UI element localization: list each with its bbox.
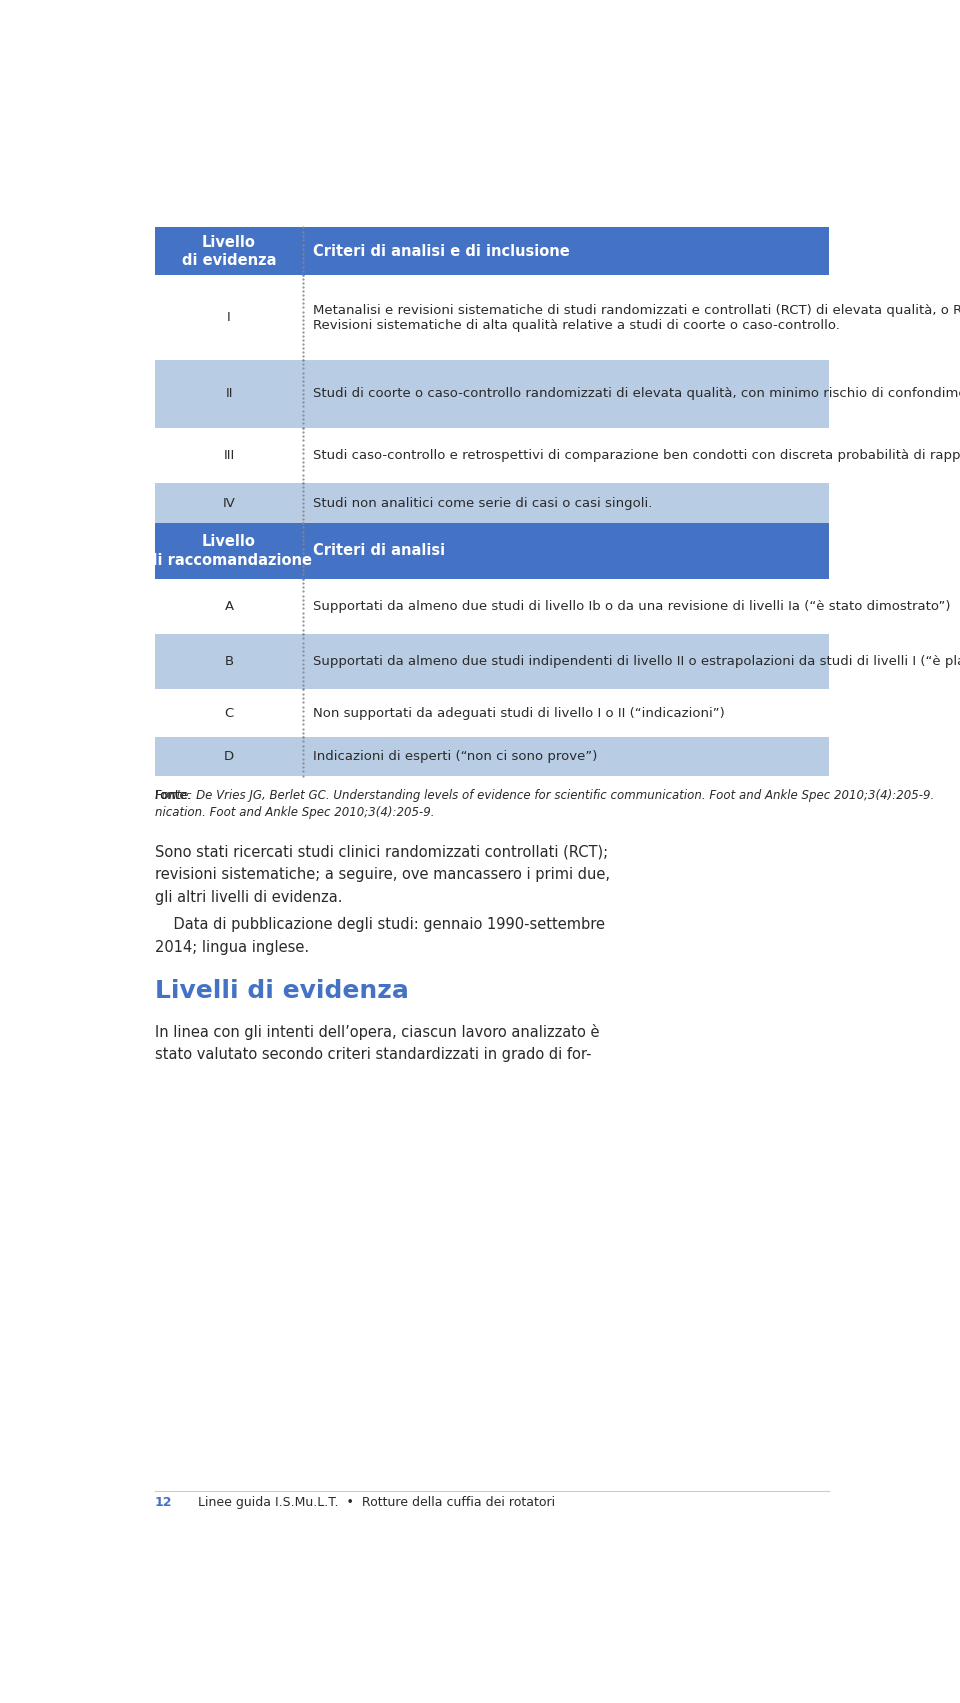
Text: Criteri di analisi: Criteri di analisi — [313, 543, 445, 559]
Text: C: C — [225, 707, 233, 720]
Bar — [155, 359, 829, 427]
Text: Fonte:: Fonte: — [155, 788, 192, 802]
Bar — [155, 523, 829, 579]
Text: Criteri di analisi e di inclusione: Criteri di analisi e di inclusione — [313, 244, 570, 259]
Text: stato valutato secondo criteri standardizzati in grado di for-: stato valutato secondo criteri standardi… — [155, 1047, 591, 1061]
Text: Supportati da almeno due studi indipendenti di livello II o estrapolazioni da st: Supportati da almeno due studi indipende… — [313, 656, 960, 668]
Text: IV: IV — [223, 497, 235, 509]
Text: gli altri livelli di evidenza.: gli altri livelli di evidenza. — [155, 891, 343, 906]
Text: Fonte:: Fonte: — [155, 788, 192, 802]
Text: Sono stati ricercati studi clinici randomizzati controllati (RCT);: Sono stati ricercati studi clinici rando… — [155, 845, 608, 860]
Text: 2014; lingua inglese.: 2014; lingua inglese. — [155, 940, 309, 955]
Text: nication. Foot and Ankle Spec 2010;3(4):205-9.: nication. Foot and Ankle Spec 2010;3(4):… — [155, 806, 434, 819]
Text: Livello
di raccomandazione: Livello di raccomandazione — [147, 535, 312, 567]
Bar — [155, 634, 829, 690]
Bar — [155, 228, 829, 276]
Text: Indicazioni di esperti (“non ci sono prove”): Indicazioni di esperti (“non ci sono pro… — [313, 749, 598, 763]
Text: 12: 12 — [155, 1495, 173, 1509]
Text: In linea con gli intenti dell’opera, ciascun lavoro analizzato è: In linea con gli intenti dell’opera, cia… — [155, 1024, 599, 1039]
Bar — [155, 427, 829, 484]
Bar — [155, 690, 829, 737]
Text: Fonte: De Vries JG, Berlet GC. Understanding levels of evidence for scientific c: Fonte: De Vries JG, Berlet GC. Understan… — [155, 788, 934, 802]
Text: Supportati da almeno due studi di livello Ib o da una revisione di livelli Ia (“: Supportati da almeno due studi di livell… — [313, 599, 950, 613]
Text: revisioni sistematiche; a seguire, ove mancassero i primi due,: revisioni sistematiche; a seguire, ove m… — [155, 867, 610, 882]
Text: Studi caso-controllo e retrospettivi di comparazione ben condotti con discreta p: Studi caso-controllo e retrospettivi di … — [313, 450, 960, 462]
Text: Data di pubblicazione degli studi: gennaio 1990-settembre: Data di pubblicazione degli studi: genna… — [155, 918, 605, 932]
Bar — [155, 484, 829, 523]
Bar — [155, 276, 829, 359]
Text: B: B — [225, 656, 233, 668]
Text: Livello
di evidenza: Livello di evidenza — [181, 235, 276, 267]
Text: Non supportati da adeguati studi di livello I o II (“indicazioni”): Non supportati da adeguati studi di live… — [313, 707, 725, 720]
Text: D: D — [224, 749, 234, 763]
Bar — [155, 579, 829, 634]
Text: Livelli di evidenza: Livelli di evidenza — [155, 979, 409, 1003]
Text: A: A — [225, 599, 233, 613]
Text: Metanalisi e revisioni sistematiche di studi randomizzati e controllati (RCT) di: Metanalisi e revisioni sistematiche di s… — [313, 303, 960, 332]
Text: Linee guida I.S.Mu.L.T.  •  Rotture della cuffia dei rotatori: Linee guida I.S.Mu.L.T. • Rotture della … — [198, 1495, 555, 1509]
Text: I: I — [228, 312, 231, 324]
Text: Studi di coorte o caso-controllo randomizzati di elevata qualità, con minimo ris: Studi di coorte o caso-controllo randomi… — [313, 387, 960, 400]
Text: II: II — [226, 387, 232, 400]
Bar — [155, 737, 829, 775]
Text: Studi non analitici come serie di casi o casi singoli.: Studi non analitici come serie di casi o… — [313, 497, 653, 509]
Text: III: III — [224, 450, 234, 462]
